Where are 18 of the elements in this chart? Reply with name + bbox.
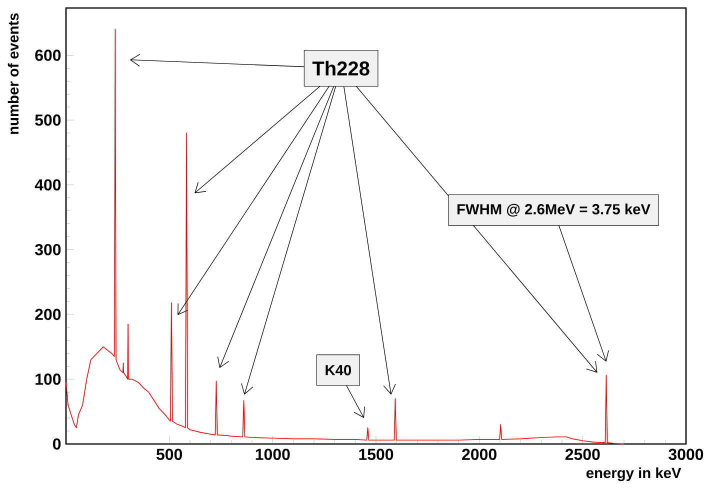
y-tick-label: 100 — [36, 374, 61, 385]
annotation: Th228 — [312, 60, 370, 76]
y-tick-label: 200 — [35, 308, 61, 320]
x-tick-label: 1000 — [256, 448, 290, 460]
x-tick-label: 2500 — [565, 448, 600, 460]
y-tick-label: 0 — [53, 438, 61, 450]
y-tick-label: 500 — [35, 114, 61, 126]
x-axis-title: energy in keV — [586, 467, 682, 482]
y-axis-title: number of events — [8, 13, 19, 134]
x-tick-label: 3000 — [668, 448, 704, 460]
y-tick-label: 600 — [35, 50, 61, 61]
y-tick-label: 300 — [34, 244, 61, 256]
annotation: FWHM @ 2.6MeV = 3.75 keV — [457, 204, 650, 217]
y-tick-label: 400 — [34, 179, 61, 191]
x-tick-label: 1500 — [359, 448, 394, 460]
x-tick-label: 2000 — [462, 448, 496, 460]
annotation: K40 — [326, 364, 352, 376]
x-tick-label: 500 — [156, 448, 182, 460]
